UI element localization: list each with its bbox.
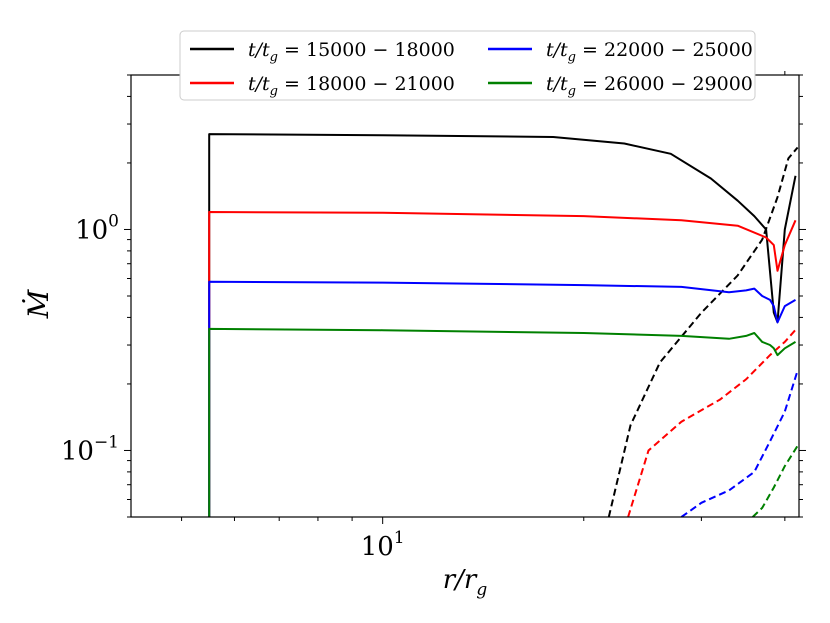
legend-var-sub: g [568,84,576,99]
series-solid-line-3 [208,327,797,517]
series-dashed-line-3 [752,445,799,517]
x-tick-exponent: 1 [394,528,405,548]
plot-frame [130,74,800,518]
x-axis-label-main: r/r [443,565,478,595]
series-solid-line-0 [208,133,797,517]
series-solid-line-1 [208,211,797,517]
legend-range: = 15000 − 18000 [278,39,455,61]
legend-var-sub: g [568,50,576,65]
legend-label-0: t/tg = 15000 − 18000 [248,39,455,65]
legend-range: = 26000 − 29000 [576,73,753,95]
legend-label-1: t/tg = 18000 − 21000 [248,73,455,99]
series-dashed-line-2 [680,370,799,517]
legend-var-t: t/t [546,39,568,61]
y-tick-exponent: −1 [94,432,119,452]
series-solid-line-2 [208,280,797,517]
legend-label-2: t/tg = 22000 − 25000 [546,39,753,65]
x-tick-base: 10 [361,532,394,562]
series-dashed-line-0 [607,146,799,517]
legend-var-sub: g [270,84,278,99]
x-axis-label-sub: g [476,580,487,600]
legend-var-t: t/t [248,39,270,61]
x-axis-label: r/rg [443,565,488,600]
x-tick-label: 101 [361,528,405,562]
y-tick-label: 100 [75,211,119,245]
y-tick-base: 10 [61,436,94,466]
legend-var-t: t/t [546,73,568,95]
y-tick-exponent: 0 [108,211,119,231]
legend-range: = 18000 − 21000 [278,73,455,95]
legend-range: = 22000 − 25000 [576,39,753,61]
y-axis-label: Ṁ [22,288,55,319]
y-tick-base: 10 [75,215,108,245]
legend-var-t: t/t [248,73,270,95]
legend-box [179,30,756,101]
y-tick-label: 10−1 [61,432,119,466]
legend-label-3: t/tg = 26000 − 29000 [546,73,753,99]
series-layer [208,133,799,517]
legend-var-sub: g [270,50,278,65]
